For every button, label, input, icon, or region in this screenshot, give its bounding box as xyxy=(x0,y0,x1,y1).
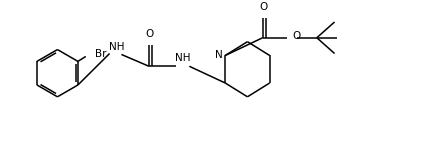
Text: O: O xyxy=(259,2,268,12)
Text: NH: NH xyxy=(109,42,124,52)
Text: O: O xyxy=(146,29,154,39)
Text: N: N xyxy=(215,50,223,61)
Text: O: O xyxy=(292,31,301,41)
Text: Br: Br xyxy=(95,49,106,59)
Text: NH: NH xyxy=(175,53,190,63)
